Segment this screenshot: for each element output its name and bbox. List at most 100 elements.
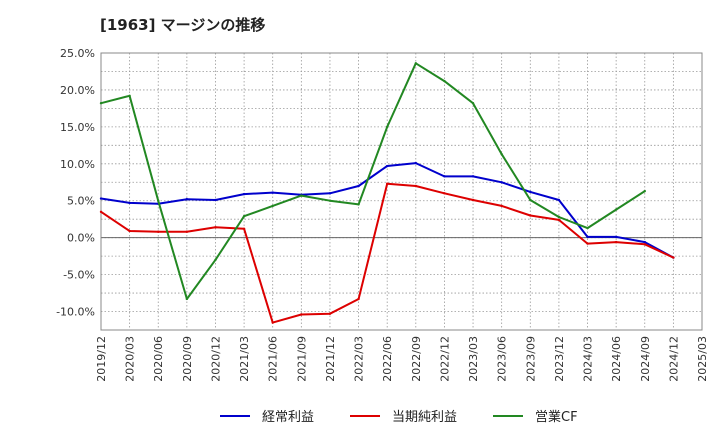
data-point: [328, 192, 332, 195]
data-point: [557, 198, 561, 202]
data-point: [672, 256, 675, 259]
data-point: [242, 215, 246, 218]
y-tick-label: 15.0%: [60, 121, 95, 134]
x-tick-label: 2021/03: [238, 336, 251, 382]
data-point: [128, 94, 131, 98]
axes: [100, 52, 703, 331]
data-point: [300, 313, 303, 316]
data-point: [214, 198, 217, 202]
data-point: [443, 175, 446, 178]
data-point: [557, 215, 561, 219]
data-point: [385, 125, 389, 129]
data-point: [529, 214, 532, 217]
data-point: [242, 192, 246, 196]
x-tick-label: 2020/09: [181, 336, 194, 382]
data-point: [357, 203, 360, 206]
data-point: [385, 164, 389, 168]
data-point: [300, 194, 303, 197]
data-point: [357, 297, 360, 301]
x-tick-label: 2022/12: [438, 336, 451, 382]
series-lines: [99, 62, 675, 324]
data-point: [471, 102, 475, 105]
x-tick-label: 2023/12: [553, 336, 566, 382]
x-tick-label: 2025/03: [696, 336, 709, 382]
chart-title: [1963] マージンの推移: [100, 16, 266, 34]
legend-label-0: 経常利益: [262, 410, 314, 425]
x-tick-label: 2020/06: [152, 336, 165, 382]
data-point: [643, 240, 646, 244]
x-tick-label: 2020/03: [124, 336, 137, 382]
x-tick-label: 2020/12: [209, 336, 222, 382]
data-point: [185, 297, 189, 301]
series-line-2: [100, 62, 646, 300]
data-point: [500, 152, 503, 156]
x-tick-label: 2022/09: [410, 336, 423, 382]
data-point: [586, 235, 589, 239]
x-tick-label: 2022/06: [381, 336, 394, 382]
data-point: [271, 191, 274, 194]
legend: 経常利益 当期純利益 営業CF: [220, 409, 578, 425]
data-point: [328, 199, 332, 202]
y-tick-label: -10.0%: [56, 306, 95, 319]
data-point: [471, 175, 475, 178]
data-point: [443, 192, 446, 195]
data-point: [99, 210, 103, 214]
data-point: [614, 208, 618, 211]
data-point: [471, 198, 475, 202]
y-tick-label: 20.0%: [60, 84, 95, 97]
data-point: [128, 201, 131, 205]
data-point: [357, 184, 360, 188]
data-point: [643, 243, 646, 246]
data-point: [500, 181, 503, 184]
x-tick-label: 2024/06: [610, 336, 623, 382]
data-point: [214, 226, 217, 229]
x-tick-label: 2024/09: [639, 336, 652, 382]
data-point: [557, 218, 561, 222]
data-point: [385, 182, 389, 185]
x-tick-label: 2023/03: [467, 336, 480, 382]
x-tick-label: 2023/06: [496, 336, 509, 382]
y-tick-label: -5.0%: [63, 269, 95, 282]
data-point: [414, 161, 418, 165]
plot-frame: [100, 52, 703, 331]
x-tick-label: 2021/06: [267, 336, 280, 382]
legend-label-2: 営業CF: [535, 409, 578, 425]
x-tick-label: 2023/09: [524, 336, 537, 382]
y-tick-label: 10.0%: [60, 158, 95, 171]
data-point: [185, 198, 189, 201]
data-point: [614, 240, 618, 244]
data-point: [328, 312, 332, 315]
data-point: [214, 258, 217, 262]
y-tick-label: 5.0%: [67, 195, 95, 208]
data-point: [414, 62, 418, 65]
data-point: [614, 235, 618, 239]
x-tick-label: 2019/12: [95, 336, 108, 382]
data-point: [99, 197, 103, 200]
data-point: [500, 204, 503, 208]
legend-label-1: 当期純利益: [392, 410, 457, 425]
data-point: [242, 227, 246, 231]
x-tick-label: 2024/03: [582, 336, 595, 382]
x-tick-labels: 2019/12 2020/03 2020/06 2020/09 2020/12 2021/…: [95, 336, 709, 382]
data-point: [643, 189, 646, 193]
data-point: [586, 242, 589, 245]
x-tick-label: 2024/12: [667, 336, 680, 382]
data-point: [157, 199, 160, 202]
data-point: [271, 321, 274, 324]
x-tick-label: 2022/03: [353, 336, 366, 382]
data-point: [271, 204, 274, 208]
data-point: [128, 229, 131, 233]
y-tick-labels: 25.0% 20.0% 15.0% 10.0% 5.0% 0.0% -5.0% -10.0%: [56, 47, 95, 319]
data-point: [529, 198, 532, 202]
data-point: [414, 184, 418, 188]
data-point: [157, 230, 160, 233]
y-tick-label: 0.0%: [67, 232, 95, 245]
y-tick-label: 25.0%: [60, 47, 95, 60]
x-tick-label: 2021/12: [324, 336, 337, 382]
data-point: [529, 190, 532, 194]
data-point: [586, 226, 589, 230]
data-point: [443, 79, 446, 83]
x-tick-label: 2021/09: [295, 336, 308, 382]
data-point: [99, 102, 103, 105]
data-point: [185, 230, 189, 233]
